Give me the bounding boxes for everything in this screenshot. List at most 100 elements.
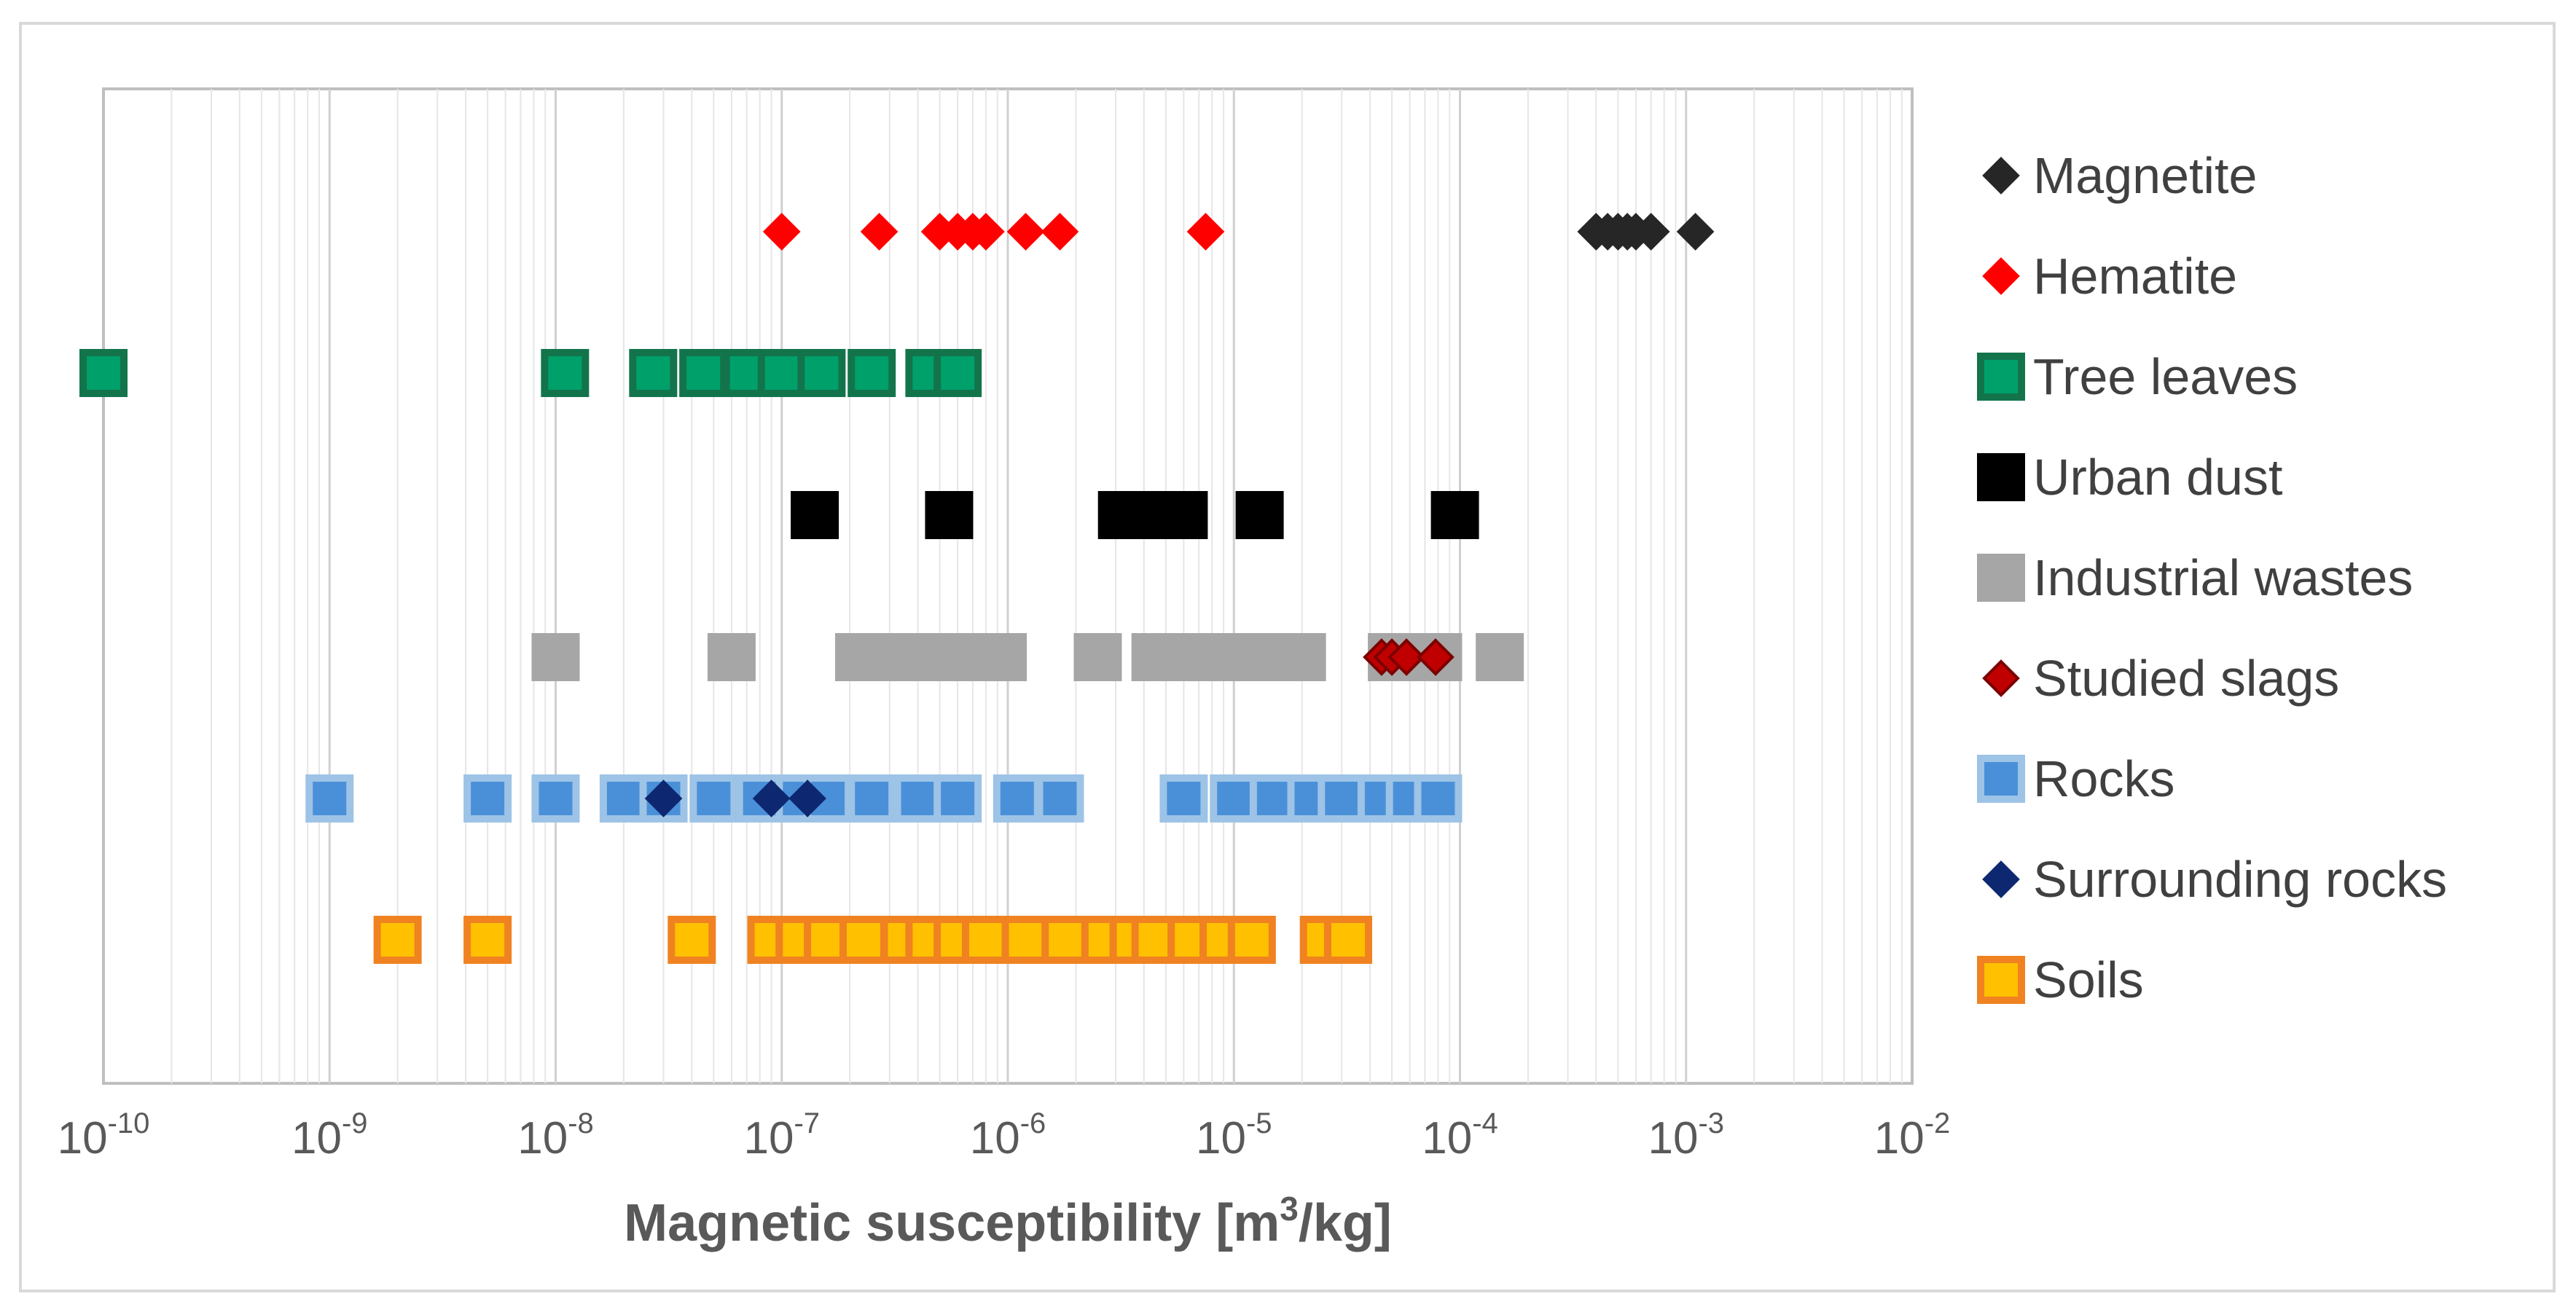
x-axis-title-main: Magnetic susceptibility [m bbox=[624, 1194, 1280, 1252]
data-point bbox=[373, 916, 422, 964]
data-point bbox=[1676, 213, 1715, 251]
data-point bbox=[1159, 491, 1208, 539]
data-point bbox=[839, 916, 888, 964]
legend-label: Magnetite bbox=[2033, 147, 2257, 204]
data-point bbox=[463, 774, 512, 823]
data-point bbox=[1476, 633, 1524, 681]
data-point bbox=[893, 774, 942, 823]
x-tick-label: 10-10 bbox=[58, 1107, 150, 1163]
x-tick-label: 10-7 bbox=[743, 1107, 820, 1163]
data-point bbox=[1041, 213, 1079, 251]
data-point bbox=[599, 774, 648, 823]
legend-item: Hematite bbox=[1982, 248, 2237, 305]
legend-marker bbox=[1977, 554, 2025, 602]
legend-label: Rocks bbox=[2033, 750, 2174, 807]
data-point bbox=[689, 774, 738, 823]
tick-base: 10 bbox=[291, 1113, 342, 1163]
data-point bbox=[797, 349, 846, 397]
data-point bbox=[644, 780, 683, 817]
tick-exponent: -6 bbox=[1020, 1107, 1046, 1139]
gridlines bbox=[171, 89, 1903, 1083]
data-point bbox=[1001, 916, 1050, 964]
x-tick-label: 10-2 bbox=[1874, 1107, 1951, 1163]
legend-item: Urban dust bbox=[1977, 449, 2282, 506]
data-point bbox=[847, 349, 896, 397]
legend-item: Rocks bbox=[1977, 750, 2174, 807]
tick-base: 10 bbox=[970, 1113, 1020, 1163]
tick-base: 10 bbox=[1874, 1113, 1925, 1163]
data-point bbox=[1041, 916, 1090, 964]
series-studied-slags bbox=[1363, 638, 1455, 676]
tick-exponent: -4 bbox=[1472, 1107, 1498, 1139]
data-point bbox=[1430, 491, 1479, 539]
data-point bbox=[1006, 213, 1045, 251]
series-rocks bbox=[305, 774, 1463, 823]
legend-item: Surrounding rocks bbox=[1982, 851, 2447, 908]
data-point bbox=[531, 633, 580, 681]
data-point bbox=[757, 349, 806, 397]
data-point bbox=[762, 213, 801, 251]
x-tick-label: 10-9 bbox=[291, 1107, 368, 1163]
legend-marker bbox=[1982, 659, 2020, 697]
data-point bbox=[1186, 213, 1225, 251]
tick-base: 10 bbox=[58, 1113, 108, 1163]
legend-item: Magnetite bbox=[1982, 147, 2257, 204]
legend-label: Industrial wastes bbox=[2033, 549, 2413, 606]
data-point bbox=[463, 916, 512, 964]
x-axis-title-unit: /kg] bbox=[1299, 1194, 1392, 1252]
data-point bbox=[1073, 633, 1122, 681]
x-tick-label: 10-4 bbox=[1422, 1107, 1498, 1163]
tick-base: 10 bbox=[1422, 1113, 1472, 1163]
data-point bbox=[791, 491, 839, 539]
data-point bbox=[979, 633, 1027, 681]
legend-marker bbox=[1977, 755, 2025, 803]
legend-label: Hematite bbox=[2033, 248, 2237, 305]
data-point bbox=[305, 774, 354, 823]
data-point bbox=[925, 491, 974, 539]
data-point bbox=[752, 780, 791, 817]
tick-exponent: -5 bbox=[1246, 1107, 1272, 1139]
tick-exponent: -7 bbox=[794, 1107, 820, 1139]
data-point bbox=[1210, 774, 1258, 823]
data-point bbox=[1235, 633, 1284, 681]
data-point bbox=[967, 213, 1005, 251]
series-tree-leaves bbox=[79, 349, 982, 397]
series-magnetite bbox=[1577, 213, 1715, 251]
data-point bbox=[933, 774, 982, 823]
tick-exponent: -9 bbox=[342, 1107, 368, 1139]
data-point bbox=[1159, 774, 1208, 823]
series-urban-dust bbox=[791, 491, 1479, 539]
data-point bbox=[860, 213, 899, 251]
legend-item: Industrial wastes bbox=[1977, 549, 2413, 606]
data-point bbox=[629, 349, 678, 397]
legend-label: Urban dust bbox=[2033, 449, 2282, 506]
data-point bbox=[679, 349, 728, 397]
x-tick-label: 10-3 bbox=[1648, 1107, 1724, 1163]
data-point bbox=[1036, 774, 1084, 823]
data-point bbox=[847, 774, 896, 823]
data-point bbox=[1318, 774, 1366, 823]
data-point bbox=[961, 916, 1010, 964]
x-axis-title: Magnetic susceptibility [m3/kg] bbox=[624, 1190, 1392, 1252]
legend-item: Soils bbox=[1977, 951, 2144, 1008]
series-soils bbox=[373, 916, 1372, 964]
legend-label: Studied slags bbox=[2033, 650, 2339, 707]
data-point bbox=[1387, 638, 1425, 676]
data-point bbox=[1323, 916, 1372, 964]
data-point bbox=[1235, 491, 1284, 539]
data-point bbox=[79, 349, 128, 397]
legend-label: Soils bbox=[2033, 951, 2144, 1008]
tick-base: 10 bbox=[743, 1113, 794, 1163]
legend-marker bbox=[1977, 956, 2025, 1004]
legend-label: Tree leaves bbox=[2033, 348, 2298, 405]
data-point bbox=[531, 774, 580, 823]
data-point bbox=[788, 780, 826, 817]
tick-exponent: -3 bbox=[1698, 1107, 1724, 1139]
data-point bbox=[834, 633, 883, 681]
data-point bbox=[541, 349, 590, 397]
legend-label: Surrounding rocks bbox=[2033, 851, 2447, 908]
legend-marker bbox=[1977, 353, 2025, 401]
tick-exponent: -10 bbox=[108, 1107, 150, 1139]
x-axis-title-superscript: 3 bbox=[1280, 1190, 1299, 1228]
